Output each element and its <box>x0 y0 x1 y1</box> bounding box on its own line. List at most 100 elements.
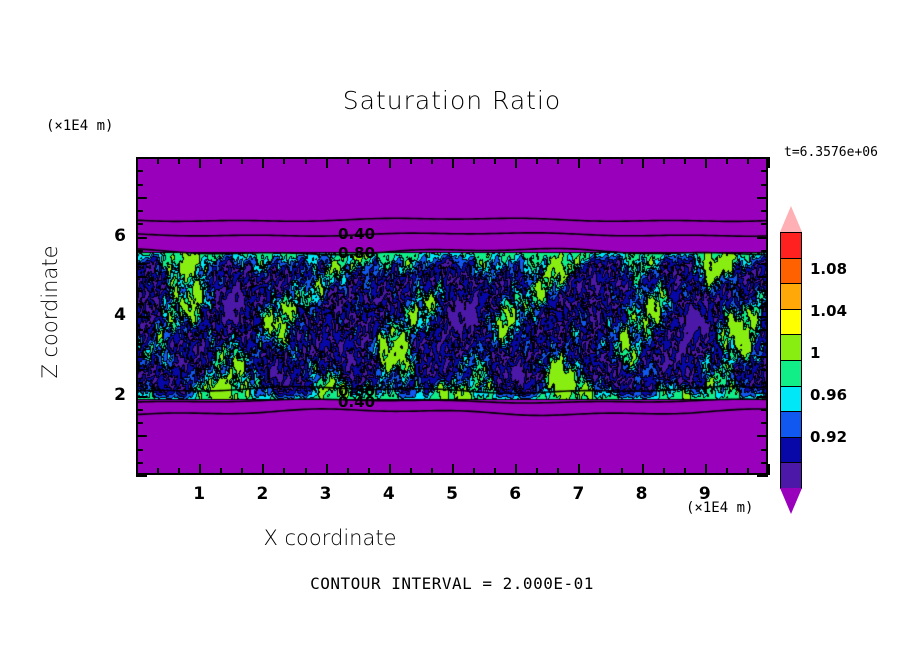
y-axis-title: Z coordinate <box>38 245 62 379</box>
axis-tick <box>136 464 138 475</box>
axis-tick <box>136 408 143 411</box>
axis-tick <box>761 210 768 212</box>
axis-tick <box>761 382 768 385</box>
contour-level-label: 0.80 <box>338 244 376 263</box>
axis-tick <box>704 464 707 475</box>
axis-tick-label: 8 <box>635 484 648 504</box>
axis-tick <box>515 157 518 168</box>
axis-tick <box>757 316 768 318</box>
colorbar-tick-label: 1.08 <box>810 260 848 278</box>
axis-tick <box>346 157 349 164</box>
colorbar-segment <box>780 462 802 490</box>
axis-tick-label: 4 <box>382 484 395 504</box>
axis-tick <box>641 464 644 475</box>
axis-tick <box>494 157 497 164</box>
contour-level-label: 0.40 <box>338 392 376 411</box>
axis-tick <box>367 468 370 475</box>
axis-tick <box>220 468 223 475</box>
axis-tick-label: 6 <box>114 225 126 246</box>
axis-tick <box>136 369 143 371</box>
axis-tick-label: 2 <box>114 384 126 405</box>
axis-tick <box>325 157 328 168</box>
axis-tick <box>757 236 768 239</box>
colorbar-tick-label: 1.04 <box>810 302 848 320</box>
axis-tick <box>473 157 476 164</box>
axis-tick <box>136 196 147 199</box>
axis-tick <box>199 157 202 168</box>
time-annotation: t=6.3576e+06 <box>784 145 878 160</box>
chart-title: Saturation Ratio <box>342 86 562 115</box>
axis-tick <box>136 448 143 451</box>
axis-tick <box>304 157 307 164</box>
colorbar-segment <box>780 385 802 413</box>
colorbar-tick-label: 0.92 <box>810 428 848 446</box>
contour-level-label: 0.40 <box>338 224 376 243</box>
colorbar-tick-label: 1 <box>810 344 821 362</box>
axis-tick <box>136 316 147 318</box>
axis-tick <box>136 157 138 168</box>
axis-tick <box>136 461 143 464</box>
axis-tick-label: 1 <box>193 484 206 504</box>
axis-tick <box>761 263 768 265</box>
axis-tick <box>761 461 768 464</box>
axis-tick <box>136 435 147 438</box>
axis-tick-label: 2 <box>256 484 269 504</box>
axis-tick <box>704 157 707 168</box>
axis-tick <box>761 183 768 186</box>
axis-tick <box>557 157 560 164</box>
axis-tick-label: 9 <box>698 484 711 504</box>
colorbar-segment <box>780 334 802 362</box>
axis-tick <box>388 157 391 168</box>
axis-tick <box>430 468 433 475</box>
axis-tick <box>157 157 160 164</box>
axis-tick-label: 5 <box>446 484 458 504</box>
axis-tick <box>494 468 497 475</box>
contour-level-label: 0.80 <box>338 381 376 400</box>
axis-tick <box>768 157 770 168</box>
axis-tick <box>761 408 768 411</box>
axis-tick <box>136 249 143 252</box>
axis-tick <box>761 369 768 371</box>
axis-tick <box>768 464 770 475</box>
axis-tick <box>136 475 147 477</box>
colorbar-tick-label: 0.96 <box>810 386 848 404</box>
axis-tick <box>157 468 160 475</box>
axis-tick <box>136 302 143 305</box>
axis-tick <box>725 468 728 475</box>
axis-tick <box>683 157 686 164</box>
axis-tick <box>241 157 244 164</box>
axis-tick <box>578 464 581 475</box>
axis-tick <box>761 170 768 173</box>
axis-tick <box>761 289 768 292</box>
axis-tick <box>725 157 728 164</box>
axis-tick <box>409 468 412 475</box>
axis-tick <box>761 448 768 451</box>
colorbar-over-cap <box>780 206 802 232</box>
axis-tick <box>761 422 768 424</box>
colorbar-segment <box>780 232 802 260</box>
axis-tick <box>262 157 265 168</box>
axis-tick <box>346 468 349 475</box>
y-axis-unit-label: (×1E4 m) <box>46 118 114 134</box>
axis-tick <box>452 157 454 168</box>
axis-tick <box>620 468 623 475</box>
axis-tick <box>757 435 768 438</box>
colorbar-segment <box>780 257 802 285</box>
axis-tick <box>136 382 143 385</box>
axis-tick <box>241 468 244 475</box>
x-axis-title: X coordinate <box>263 526 397 550</box>
axis-tick <box>136 263 143 265</box>
colorbar[interactable]: 1.08 1.04 1 0.96 0.92 <box>780 206 847 514</box>
axis-tick <box>136 210 143 212</box>
axis-tick <box>515 464 518 475</box>
axis-tick <box>599 468 602 475</box>
axis-tick <box>136 355 147 358</box>
axis-tick <box>388 464 391 475</box>
contour-interval-note: CONTOUR INTERVAL = 2.000E-01 <box>310 574 594 593</box>
axis-tick <box>136 342 143 345</box>
axis-tick <box>136 395 147 398</box>
axis-tick <box>578 157 581 168</box>
axis-tick <box>761 302 768 305</box>
colorbar-segment <box>780 308 802 336</box>
axis-tick <box>325 464 328 475</box>
